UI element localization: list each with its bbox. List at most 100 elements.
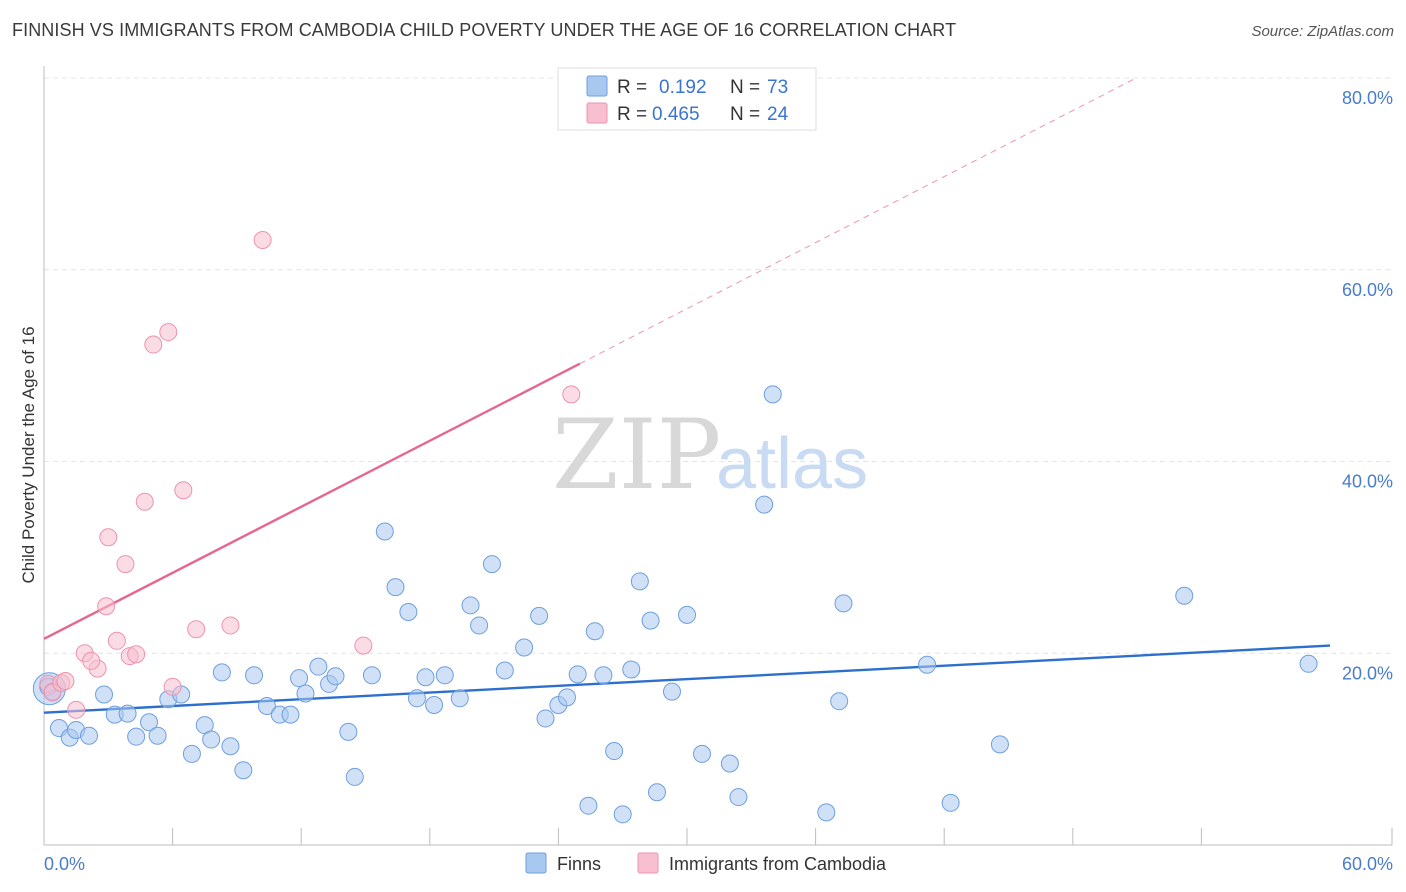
point-finns: [461, 596, 480, 615]
trend-layer: [43, 77, 1331, 714]
point-cambodia: [135, 492, 154, 511]
point-finns: [296, 684, 315, 703]
point-cambodia: [354, 636, 373, 655]
point-cambodia: [144, 335, 163, 354]
bottom-legend: Finns Immigrants from Cambodia: [525, 852, 887, 874]
point-finns: [482, 555, 501, 574]
grid-layer: [44, 77, 1392, 654]
point-finns: [834, 594, 853, 613]
point-finns: [425, 696, 444, 715]
point-finns: [345, 767, 364, 786]
watermark: ZIP atlas: [552, 399, 868, 511]
point-finns: [118, 704, 137, 723]
point-cambodia: [67, 700, 86, 719]
point-finns: [536, 709, 555, 728]
point-finns: [221, 737, 240, 756]
point-cambodia: [159, 323, 178, 342]
point-finns: [515, 638, 534, 657]
point-cambodia: [56, 672, 75, 691]
trend-line-cambodia-extension: [579, 77, 1137, 365]
chart-source: Source: ZipAtlas.com: [1251, 23, 1394, 40]
legend-r-value-cambodia: 0.465: [652, 104, 700, 125]
point-finns: [257, 696, 276, 715]
point-cambodia: [97, 597, 116, 616]
point-finns: [594, 666, 613, 685]
point-finns: [245, 666, 264, 685]
point-finns: [450, 689, 469, 708]
point-finns: [755, 495, 774, 514]
point-finns: [1175, 586, 1194, 605]
y-tick-label: 40.0%: [1342, 472, 1393, 492]
point-cambodia: [127, 645, 146, 664]
point-cambodia: [82, 651, 101, 670]
x-tick-label: 60.0%: [1342, 854, 1393, 874]
point-finns: [234, 761, 253, 780]
point-finns: [693, 744, 712, 763]
point-finns: [80, 726, 99, 745]
legend-swatch-cambodia: [586, 102, 608, 124]
point-cambodia: [107, 631, 126, 650]
point-cambodia: [221, 616, 240, 635]
point-finns: [127, 727, 146, 746]
legend-swatch-finns: [586, 75, 608, 97]
legend-n-value-finns: 73: [767, 77, 788, 98]
x-tick-label: 0.0%: [44, 854, 85, 874]
point-finns: [729, 788, 748, 807]
point-finns: [202, 730, 221, 749]
legend-r-label-finns: R =: [617, 77, 647, 98]
point-cambodia: [253, 231, 272, 250]
point-finns: [579, 796, 598, 815]
point-cambodia: [163, 677, 182, 696]
trend-line-cambodia: [43, 362, 581, 640]
y-tick-label: 20.0%: [1342, 663, 1393, 683]
y-tick-label: 80.0%: [1342, 88, 1393, 108]
point-finns: [941, 793, 960, 812]
point-finns: [918, 655, 937, 674]
point-finns: [362, 666, 381, 685]
watermark-zip: ZIP: [552, 399, 721, 511]
point-finns: [140, 713, 159, 732]
point-finns: [290, 669, 309, 688]
y-tick-label: 60.0%: [1342, 280, 1393, 300]
point-finns: [720, 754, 739, 773]
bottom-legend-swatch-cambodia: [637, 852, 659, 874]
chart-title: FINNISH VS IMMIGRANTS FROM CAMBODIA CHIL…: [12, 20, 957, 40]
point-finns: [95, 685, 114, 704]
point-finns: [470, 616, 489, 635]
point-finns: [399, 603, 418, 622]
point-finns: [605, 742, 624, 761]
point-finns: [622, 660, 641, 679]
legend-n-label-cambodia: N =: [730, 104, 760, 125]
bottom-legend-swatch-finns: [525, 852, 547, 874]
y-axis-label: Child Poverty Under the Age of 16: [19, 326, 38, 583]
point-finns: [641, 611, 660, 630]
bottom-legend-label-cambodia: Immigrants from Cambodia: [669, 854, 887, 874]
points-layer: [32, 231, 1318, 824]
watermark-atlas: atlas: [716, 424, 868, 504]
bottom-legend-label-finns: Finns: [557, 854, 601, 874]
point-finns: [148, 726, 167, 745]
point-finns: [830, 692, 849, 711]
point-cambodia: [562, 385, 581, 404]
point-finns: [182, 744, 201, 763]
legend-box: R = 0.192 N = 73 R = 0.465 N = 24: [557, 67, 817, 131]
point-finns: [339, 722, 358, 741]
point-finns: [817, 803, 836, 822]
point-cambodia: [187, 620, 206, 639]
point-finns: [435, 666, 454, 685]
point-finns: [568, 665, 587, 684]
point-finns: [530, 606, 549, 625]
legend-n-value-cambodia: 24: [767, 104, 789, 125]
point-finns: [630, 572, 649, 591]
point-finns: [763, 385, 782, 404]
point-finns: [375, 522, 394, 541]
point-finns: [557, 688, 576, 707]
legend-r-value-finns: 0.192: [659, 77, 707, 98]
point-finns: [662, 682, 681, 701]
point-cambodia: [99, 528, 118, 547]
point-finns: [326, 667, 345, 686]
legend-r-label-cambodia: R =: [617, 104, 647, 125]
point-finns: [386, 578, 405, 597]
point-finns: [309, 657, 328, 676]
